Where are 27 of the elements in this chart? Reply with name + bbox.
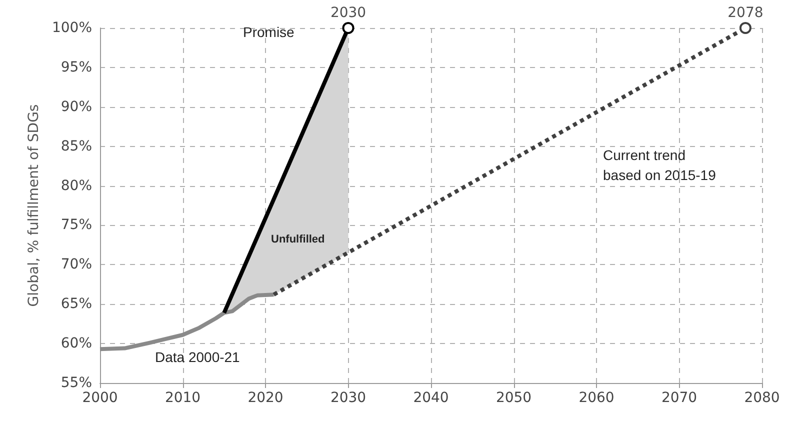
x-tick-label: 2020 bbox=[248, 390, 284, 406]
x-tick-label: 2010 bbox=[164, 390, 201, 406]
x-tick-label: 2030 bbox=[330, 390, 366, 406]
y-tick-label: 85% bbox=[60, 138, 92, 154]
y-axis-title: Global, % fulfillment of SDGs bbox=[26, 104, 42, 307]
y-tick-label: 55% bbox=[60, 375, 92, 391]
y-tick-label: 60% bbox=[60, 336, 92, 352]
x-tick-label: 2080 bbox=[744, 390, 780, 406]
y-tick-label: 100% bbox=[52, 20, 92, 36]
annotation: Data 2000-21 bbox=[155, 349, 240, 365]
y-tick-label: 75% bbox=[60, 217, 92, 234]
y-tick-label: 95% bbox=[60, 59, 92, 76]
annotation: Promise bbox=[243, 24, 295, 40]
x-tick-label: 2000 bbox=[82, 390, 118, 406]
y-tick-label: 80% bbox=[60, 178, 92, 194]
line-series bbox=[98, 292, 276, 352]
annotation: 2078 bbox=[728, 5, 764, 21]
x-tick-label: 2060 bbox=[578, 390, 614, 406]
y-tick-label: 70% bbox=[60, 256, 92, 273]
x-tick-label: 2040 bbox=[413, 390, 449, 406]
x-tick-label: 2050 bbox=[496, 390, 532, 406]
y-tick-label: 90% bbox=[60, 98, 92, 115]
annotation: Current trend based on 2015-19 bbox=[603, 147, 716, 183]
x-tick-label: 2070 bbox=[661, 390, 698, 406]
y-tick-label: 65% bbox=[60, 296, 92, 312]
annotation: Unfulfilled bbox=[271, 234, 325, 246]
annotation: 2030 bbox=[330, 5, 366, 21]
